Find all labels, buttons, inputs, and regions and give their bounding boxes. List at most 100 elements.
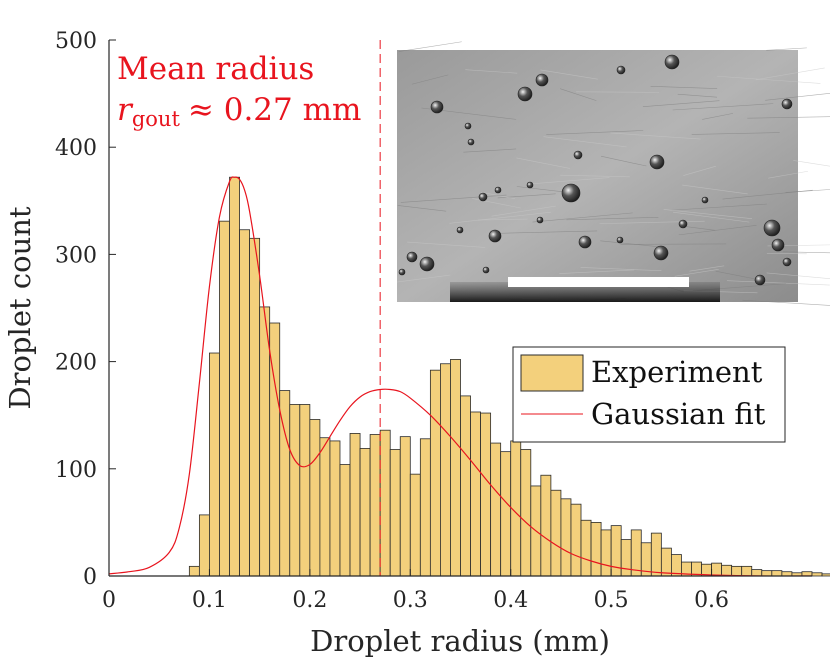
- histogram-bar: [480, 412, 492, 577]
- histogram-bar: [811, 572, 823, 577]
- histogram-bar: [209, 352, 220, 577]
- histogram-bar: [560, 498, 572, 577]
- r-symbol: r: [117, 92, 134, 128]
- histogram-bar: [781, 571, 793, 577]
- histogram-bar: [660, 547, 672, 577]
- histogram-bar: [379, 429, 391, 577]
- inset-droplet: [488, 229, 502, 243]
- histogram-bar: [289, 404, 301, 577]
- legend: Experiment Gaussian fit: [512, 346, 786, 443]
- histogram-bar: [590, 522, 602, 577]
- histogram-bar: [630, 529, 642, 577]
- inset-droplet: [763, 219, 781, 237]
- inset-droplet: [467, 138, 475, 146]
- inset-droplet: [430, 100, 444, 114]
- x-tick-label: 0: [102, 588, 116, 613]
- inset-micrograph: [396, 41, 830, 306]
- inset-droplet: [478, 192, 488, 202]
- mean-value: ≈ 0.27 mm: [188, 92, 362, 128]
- inset-droplet: [653, 245, 669, 261]
- histogram-bar: [440, 363, 451, 577]
- inset-droplet: [494, 186, 502, 194]
- histogram-bar: [460, 395, 471, 577]
- histogram-bar: [540, 474, 552, 577]
- inset-droplet: [781, 98, 793, 110]
- histogram-bar: [339, 464, 351, 577]
- inset-droplet: [771, 238, 785, 252]
- inset-droplet: [616, 236, 624, 244]
- y-tick-label: 400: [55, 136, 97, 161]
- x-tick-label: 0.2: [292, 588, 327, 613]
- inset-droplet: [664, 54, 680, 70]
- inset-droplet: [398, 268, 406, 276]
- histogram-bar: [409, 473, 421, 577]
- histogram-bar: [620, 539, 632, 577]
- histogram-bar: [419, 438, 431, 577]
- inset-droplet: [701, 196, 709, 204]
- histogram-bar: [650, 532, 662, 577]
- histogram-bar: [309, 419, 321, 577]
- histogram-bar: [731, 565, 743, 577]
- inset-droplet: [678, 219, 688, 229]
- histogram-bar: [198, 514, 210, 577]
- axes: 0 0.1 0.2 0.3 0.4 0.5 0.6 0 100 200 300 400 500: [55, 29, 812, 613]
- legend-label-experiment: Experiment: [591, 355, 763, 389]
- histogram-bar: [399, 436, 411, 577]
- histogram-bar: [229, 176, 240, 577]
- histogram-bar: [771, 570, 783, 577]
- gaussian-fit-line: [109, 176, 812, 576]
- histogram-bar: [600, 529, 612, 577]
- histogram-bar: [369, 434, 381, 577]
- histogram-bar: [249, 237, 261, 577]
- inset-droplet: [464, 122, 472, 130]
- histogram-bar: [470, 411, 481, 577]
- x-tick-label: 0.1: [192, 588, 227, 613]
- scale-bar: [508, 277, 689, 287]
- inset-droplet: [536, 216, 544, 224]
- histogram-bars: [188, 176, 830, 577]
- histogram-bar: [761, 570, 773, 577]
- histogram-bar: [319, 437, 331, 577]
- histogram-bar: [219, 220, 230, 577]
- histogram-bar: [721, 564, 733, 577]
- histogram-bar: [359, 448, 371, 577]
- x-tick-label: 0.4: [493, 588, 528, 613]
- inset-droplet: [517, 86, 533, 102]
- y-tick-label: 100: [55, 458, 97, 483]
- inset-droplet: [649, 154, 665, 170]
- mean-radius-label: Mean radius: [117, 51, 314, 87]
- histogram-bar: [570, 503, 582, 577]
- inset-droplet: [578, 235, 592, 249]
- histogram-bar: [239, 229, 251, 577]
- histogram-bar: [711, 562, 723, 577]
- histogram-bar: [671, 554, 682, 577]
- y-tick-label: 500: [55, 29, 97, 54]
- mean-radius-value-label: rgout ≈ 0.27 mm: [117, 92, 361, 131]
- histogram-bar: [550, 489, 562, 577]
- gout-subscript: gout: [132, 107, 181, 131]
- inset-droplets: [398, 54, 793, 286]
- histogram-bar: [490, 442, 502, 577]
- inset-droplet: [526, 181, 534, 189]
- inset-droplet: [535, 73, 549, 87]
- histogram-bar: [580, 519, 592, 577]
- histogram-bar: [751, 569, 763, 577]
- histogram-bar: [429, 369, 441, 577]
- inset-droplet: [616, 65, 626, 75]
- inset-droplet: [573, 150, 583, 160]
- histogram-bar: [299, 404, 311, 577]
- histogram-bar: [801, 571, 813, 577]
- inset-droplet: [456, 226, 464, 234]
- inset-droplet: [406, 251, 418, 263]
- histogram-bar: [520, 449, 532, 577]
- x-tick-label: 0.5: [594, 588, 629, 613]
- inset-droplet: [419, 256, 435, 272]
- y-tick-label: 0: [83, 565, 97, 590]
- histogram-bar: [500, 451, 512, 577]
- inset-droplet: [561, 183, 581, 203]
- histogram-bar: [188, 565, 200, 577]
- legend-label-gaussian: Gaussian fit: [591, 397, 766, 431]
- x-tick-label: 0.3: [393, 588, 428, 613]
- histogram-bar: [389, 449, 401, 577]
